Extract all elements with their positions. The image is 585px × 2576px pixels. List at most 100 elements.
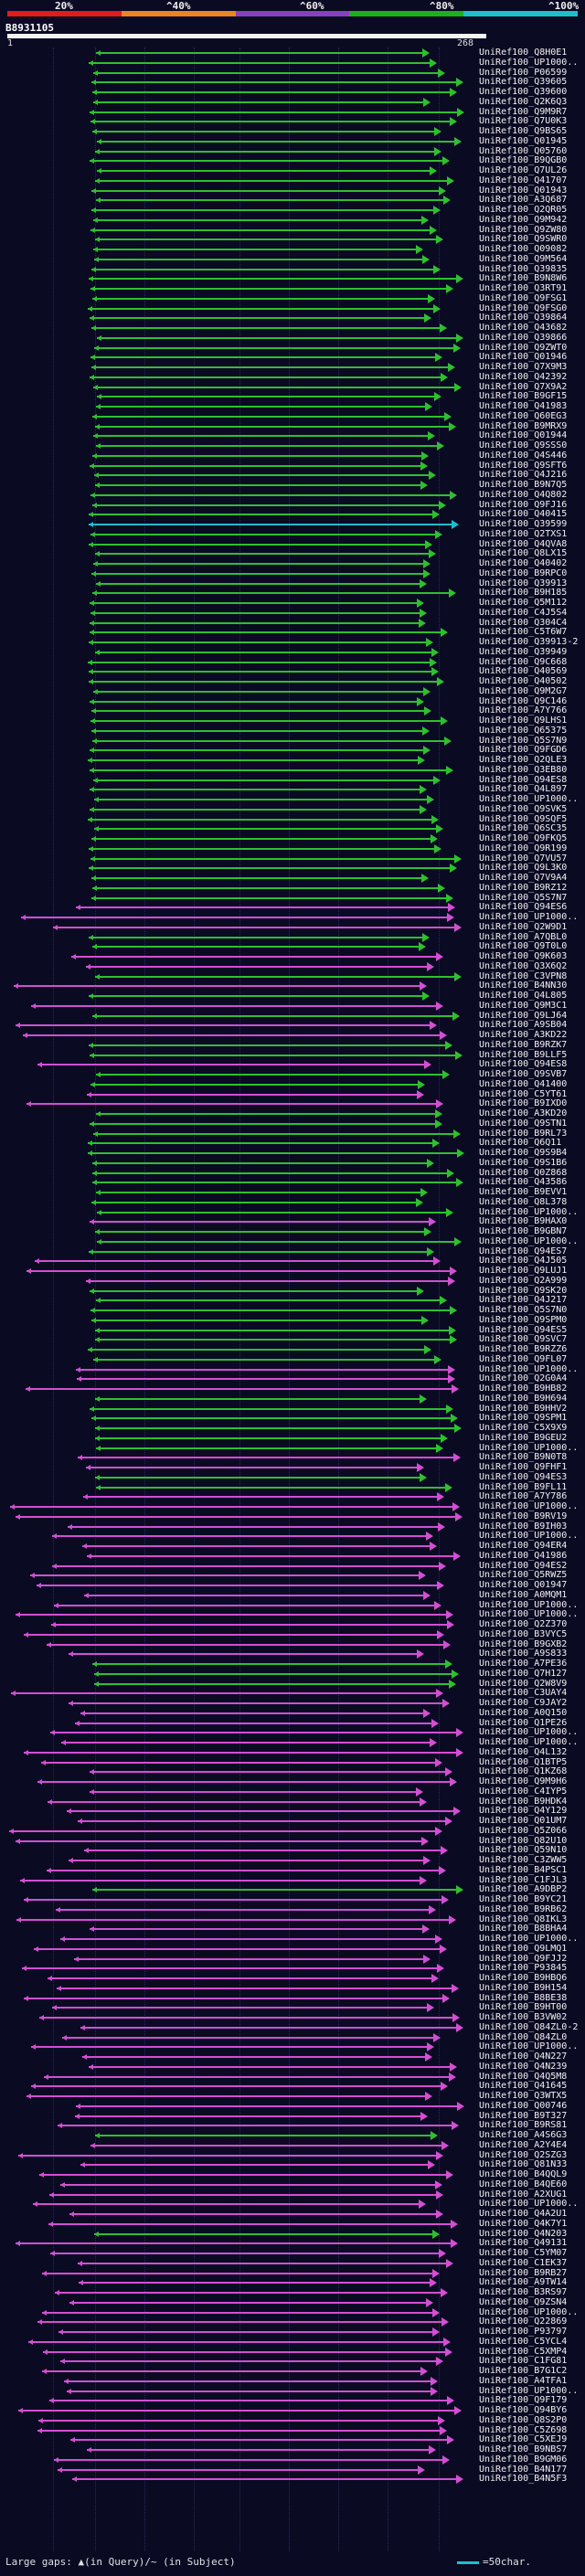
- hit-row[interactable]: UniRef100_Q01944: [0, 430, 585, 441]
- hit-row[interactable]: UniRef100_B4N177: [0, 2465, 585, 2475]
- hit-row[interactable]: UniRef100_Q9M9R7: [0, 107, 585, 118]
- hit-row[interactable]: UniRef100_B7G1C2: [0, 2366, 585, 2377]
- hit-row[interactable]: UniRef100_Q9S1B6: [0, 1158, 585, 1169]
- hit-row[interactable]: UniRef100_Q1KZ68: [0, 1766, 585, 1777]
- hit-id-link[interactable]: UniRef100_UP1000..: [479, 794, 579, 804]
- hit-row[interactable]: UniRef100_B9GF15: [0, 391, 585, 402]
- hit-id-link[interactable]: UniRef100_B9MRX9: [479, 421, 568, 431]
- hit-row[interactable]: UniRef100_B9FL11: [0, 1482, 585, 1493]
- hit-id-link[interactable]: UniRef100_B4N177: [479, 2465, 568, 2475]
- hit-id-link[interactable]: UniRef100_B9RZ12: [479, 883, 568, 893]
- hit-id-link[interactable]: UniRef100_A7PE36: [479, 1659, 568, 1669]
- hit-row[interactable]: UniRef100_UP1000..: [0, 1727, 585, 1738]
- hit-row[interactable]: UniRef100_Q4L805: [0, 991, 585, 1002]
- hit-id-link[interactable]: UniRef100_B4N5F3: [479, 2474, 568, 2484]
- hit-id-link[interactable]: UniRef100_B9HBQ6: [479, 1973, 568, 1983]
- hit-row[interactable]: UniRef100_Q2A999: [0, 1276, 585, 1287]
- hit-id-link[interactable]: UniRef100_Q1KZ68: [479, 1766, 568, 1776]
- hit-row[interactable]: UniRef100_B9HDK4: [0, 1797, 585, 1807]
- hit-row[interactable]: UniRef100_Q304C4: [0, 618, 585, 629]
- hit-id-link[interactable]: UniRef100_C5YT61: [479, 1089, 568, 1099]
- hit-id-link[interactable]: UniRef100_Q49131: [479, 2238, 568, 2248]
- hit-row[interactable]: UniRef100_Q40569: [0, 666, 585, 677]
- hit-row[interactable]: UniRef100_UP1000..: [0, 1443, 585, 1454]
- hit-id-link[interactable]: UniRef100_Q5S7N7: [479, 893, 568, 903]
- hit-id-link[interactable]: UniRef100_B9QGB0: [479, 155, 568, 165]
- hit-row[interactable]: UniRef100_Q7VU57: [0, 853, 585, 864]
- hit-row[interactable]: UniRef100_Q01945: [0, 136, 585, 147]
- hit-row[interactable]: UniRef100_UP1000..: [0, 1609, 585, 1620]
- hit-id-link[interactable]: UniRef100_Q9ZSN4: [479, 2297, 568, 2307]
- hit-id-link[interactable]: UniRef100_Q9L3K0: [479, 863, 568, 873]
- hit-id-link[interactable]: UniRef100_Q9SSS0: [479, 440, 568, 451]
- hit-id-link[interactable]: UniRef100_Q39600: [479, 87, 568, 97]
- hit-id-link[interactable]: UniRef100_B9RZZ6: [479, 1344, 568, 1354]
- hit-row[interactable]: UniRef100_Q9LUJ1: [0, 1266, 585, 1277]
- hit-id-link[interactable]: UniRef100_UP1000..: [479, 912, 579, 922]
- hit-id-link[interactable]: UniRef100_Q9R199: [479, 843, 568, 853]
- hit-row[interactable]: UniRef100_A7Y766: [0, 705, 585, 716]
- hit-id-link[interactable]: UniRef100_Q2QLE3: [479, 755, 568, 765]
- hit-id-link[interactable]: UniRef100_C4IYP5: [479, 1786, 568, 1797]
- hit-row[interactable]: UniRef100_Q7H127: [0, 1669, 585, 1680]
- hit-id-link[interactable]: UniRef100_Q9M9R7: [479, 107, 568, 117]
- hit-row[interactable]: UniRef100_C4J5S4: [0, 608, 585, 619]
- hit-id-link[interactable]: UniRef100_Q5S7N9: [479, 736, 568, 746]
- hit-id-link[interactable]: UniRef100_Q9FHF1: [479, 1462, 568, 1472]
- hit-row[interactable]: UniRef100_Q4Q802: [0, 490, 585, 501]
- hit-id-link[interactable]: UniRef100_Q7H127: [479, 1669, 568, 1679]
- hit-row[interactable]: UniRef100_Q7V9A4: [0, 873, 585, 884]
- hit-row[interactable]: UniRef100_B9QGB0: [0, 155, 585, 166]
- hit-id-link[interactable]: UniRef100_Q22869: [479, 2316, 568, 2327]
- hit-row[interactable]: UniRef100_C3UAY4: [0, 1688, 585, 1699]
- hit-row[interactable]: UniRef100_Q7UL26: [0, 165, 585, 176]
- hit-id-link[interactable]: UniRef100_Q94ES3: [479, 1472, 568, 1482]
- hit-id-link[interactable]: UniRef100_Q9M2G7: [479, 686, 568, 696]
- hit-row[interactable]: UniRef100_A2XUG1: [0, 2189, 585, 2200]
- hit-id-link[interactable]: UniRef100_Q9SPM0: [479, 1315, 568, 1325]
- hit-row[interactable]: UniRef100_A0MQM1: [0, 1590, 585, 1601]
- hit-row[interactable]: UniRef100_B9MRX9: [0, 421, 585, 432]
- hit-id-link[interactable]: UniRef100_Q41400: [479, 1079, 568, 1089]
- hit-row[interactable]: UniRef100_Q81N33: [0, 2159, 585, 2170]
- hit-row[interactable]: UniRef100_Q4J216: [0, 470, 585, 481]
- hit-row[interactable]: UniRef100_B4N5F3: [0, 2474, 585, 2485]
- hit-row[interactable]: UniRef100_Q9BS65: [0, 126, 585, 137]
- hit-id-link[interactable]: UniRef100_Q00746: [479, 2101, 568, 2111]
- hit-id-link[interactable]: UniRef100_Q4S446: [479, 451, 568, 461]
- hit-row[interactable]: UniRef100_Q9FJJ2: [0, 1954, 585, 1965]
- hit-id-link[interactable]: UniRef100_Q94ES8: [479, 1059, 568, 1069]
- hit-row[interactable]: UniRef100_C5XMP4: [0, 2347, 585, 2358]
- hit-id-link[interactable]: UniRef100_Q3RT91: [479, 283, 568, 293]
- hit-row[interactable]: UniRef100_Q59N10: [0, 1845, 585, 1856]
- hit-row[interactable]: UniRef100_Q8H0E1: [0, 48, 585, 58]
- hit-row[interactable]: UniRef100_Q8LX15: [0, 548, 585, 559]
- hit-id-link[interactable]: UniRef100_Q2TXS1: [479, 529, 568, 539]
- hit-id-link[interactable]: UniRef100_B9RZK7: [479, 1040, 568, 1050]
- hit-row[interactable]: UniRef100_B9H154: [0, 1983, 585, 1994]
- hit-id-link[interactable]: UniRef100_Q01945: [479, 136, 568, 146]
- hit-row[interactable]: UniRef100_Q40502: [0, 676, 585, 687]
- hit-id-link[interactable]: UniRef100_Q01UM7: [479, 1816, 568, 1826]
- hit-row[interactable]: UniRef100_Q39913: [0, 578, 585, 589]
- hit-row[interactable]: UniRef100_Q9ZSN4: [0, 2297, 585, 2308]
- hit-row[interactable]: UniRef100_B9T327: [0, 2111, 585, 2122]
- hit-id-link[interactable]: UniRef100_Q65375: [479, 726, 568, 736]
- hit-id-link[interactable]: UniRef100_Q9ZWT0: [479, 343, 568, 353]
- hit-row[interactable]: UniRef100_Q01946: [0, 352, 585, 363]
- hit-id-link[interactable]: UniRef100_Q5Z066: [479, 1826, 568, 1836]
- hit-id-link[interactable]: UniRef100_C1FJL3: [479, 1875, 568, 1885]
- hit-row[interactable]: UniRef100_C5YM07: [0, 2248, 585, 2259]
- hit-id-link[interactable]: UniRef100_Q7X9M3: [479, 362, 568, 372]
- hit-id-link[interactable]: UniRef100_Q7X9A2: [479, 382, 568, 392]
- hit-id-link[interactable]: UniRef100_Q9C668: [479, 657, 568, 667]
- hit-row[interactable]: UniRef100_Q39599: [0, 519, 585, 530]
- hit-row[interactable]: UniRef100_Q43586: [0, 1177, 585, 1188]
- hit-id-link[interactable]: UniRef100_Q41983: [479, 401, 568, 411]
- hit-id-link[interactable]: UniRef100_Q9FSG0: [479, 303, 568, 313]
- hit-row[interactable]: UniRef100_Q49131: [0, 2238, 585, 2249]
- hit-row[interactable]: UniRef100_Q9M564: [0, 254, 585, 265]
- hit-id-link[interactable]: UniRef100_B9EVV1: [479, 1187, 568, 1197]
- hit-row[interactable]: UniRef100_B9N0T8: [0, 1452, 585, 1463]
- hit-id-link[interactable]: UniRef100_Q4Q5M8: [479, 2072, 568, 2082]
